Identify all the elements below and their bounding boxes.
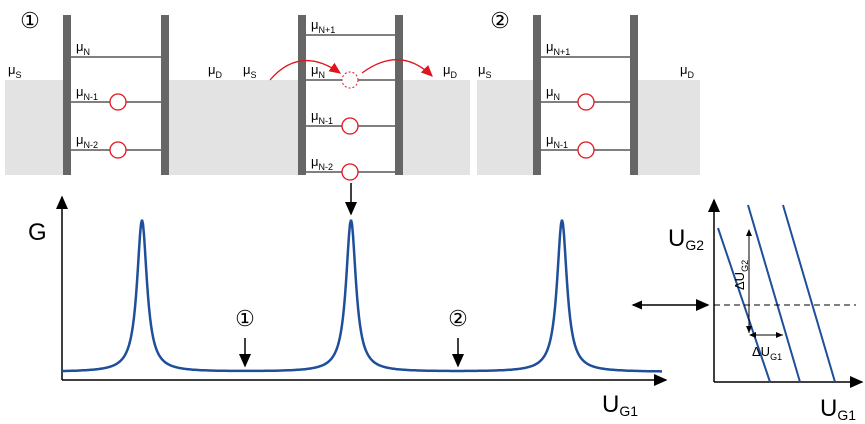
level-label-sub: N-1 [554, 140, 569, 150]
level-label: μN [311, 62, 325, 80]
y-axis-label-symbol: U [668, 225, 685, 252]
level-label: μN [76, 39, 90, 57]
drain-potential-sub: D [216, 70, 223, 80]
delta-label: ΔUG2 [732, 260, 750, 290]
drain-potential-symbol: μ [208, 62, 216, 77]
source-lead [5, 80, 65, 175]
source-potential-symbol: μ [243, 62, 251, 77]
level-label-symbol: μ [311, 108, 319, 123]
state-marker: ① [235, 306, 255, 331]
barrier [630, 15, 638, 175]
drain-potential: μD [208, 62, 223, 80]
level-label: μN-1 [546, 132, 568, 150]
delta-label-sub: G1 [770, 352, 782, 362]
x-axis-label-sub: G1 [619, 403, 638, 419]
level-label: μN-2 [76, 132, 98, 150]
level-label: μN-1 [76, 84, 98, 102]
drain-potential: μD [443, 62, 458, 80]
drain-lead [169, 80, 240, 175]
drain-potential-sub: D [688, 70, 695, 80]
electron [110, 142, 126, 158]
level-label: μN+1 [311, 17, 335, 35]
level-label-sub: N-2 [319, 162, 334, 172]
y-axis-label-sub: G2 [685, 237, 704, 253]
level-label-sub: N [84, 47, 91, 57]
charge-line [783, 205, 835, 382]
source-potential-symbol: μ [478, 62, 486, 77]
level-label-symbol: μ [546, 39, 554, 54]
x-axis-label-symbol: U [602, 391, 619, 418]
barrier [161, 15, 169, 175]
empty-state [342, 72, 358, 88]
level-label-symbol: μ [546, 84, 554, 99]
electron [578, 94, 594, 110]
x-axis-label-symbol: U [820, 395, 837, 422]
source-potential: μS [8, 62, 22, 80]
electron [342, 118, 358, 134]
level-label-symbol: μ [76, 84, 84, 99]
barrier [298, 15, 306, 175]
source-lead [477, 80, 535, 175]
source-potential: μS [243, 62, 257, 80]
barrier [63, 15, 71, 175]
state-marker: ① [20, 8, 40, 33]
delta-label-symbol: ΔU [752, 344, 770, 359]
drain-potential-symbol: μ [443, 62, 451, 77]
level-label-symbol: μ [311, 62, 319, 77]
drain-potential-symbol: μ [680, 62, 688, 77]
level-label-symbol: μ [76, 39, 84, 54]
y-axis-label: UG2 [668, 225, 704, 253]
x-axis-label: UG1 [602, 391, 638, 419]
level-label-sub: N-2 [84, 140, 99, 150]
state-marker: ② [490, 8, 510, 33]
level-label-sub: N [554, 92, 561, 102]
delta-label-symbol: ΔU [732, 272, 747, 290]
conductance-curve [62, 220, 662, 372]
level-label: μN+1 [546, 39, 570, 57]
level-label-sub: N [319, 70, 326, 80]
source-potential-sub: S [486, 70, 492, 80]
drain-lead [638, 80, 700, 175]
source-potential-symbol: μ [8, 62, 16, 77]
barrier [395, 15, 403, 175]
level-label-symbol: μ [311, 154, 319, 169]
level-label: μN-1 [311, 108, 333, 126]
electron [110, 94, 126, 110]
level-label-sub: N-1 [84, 92, 99, 102]
source-potential: μS [478, 62, 492, 80]
source-potential-sub: S [16, 70, 22, 80]
delta-label-sub: G2 [740, 260, 750, 272]
level-label-symbol: μ [76, 132, 84, 147]
x-axis-label-sub: G1 [837, 407, 856, 423]
level-label-sub: N+1 [319, 25, 336, 35]
electron [342, 164, 358, 180]
level-label-sub: N+1 [554, 47, 571, 57]
drain-lead [403, 80, 470, 175]
electron [578, 142, 594, 158]
x-axis-label: UG1 [820, 395, 856, 423]
level-label-symbol: μ [311, 17, 319, 32]
level-label: μN [546, 84, 560, 102]
drain-potential: μD [680, 62, 695, 80]
source-potential-sub: S [251, 70, 257, 80]
y-axis-label: G [28, 219, 47, 246]
figure: ①μSμDμNμN-1μN-2μSμDμN+1μNμN-1μN-2②μSμDμN… [0, 0, 865, 424]
level-label: μN-2 [311, 154, 333, 172]
level-label-sub: N-1 [319, 116, 334, 126]
delta-label: ΔUG1 [752, 344, 782, 362]
drain-potential-sub: D [451, 70, 458, 80]
level-label-symbol: μ [546, 132, 554, 147]
state-marker: ② [448, 306, 468, 331]
source-lead [240, 80, 300, 175]
barrier [533, 15, 541, 175]
